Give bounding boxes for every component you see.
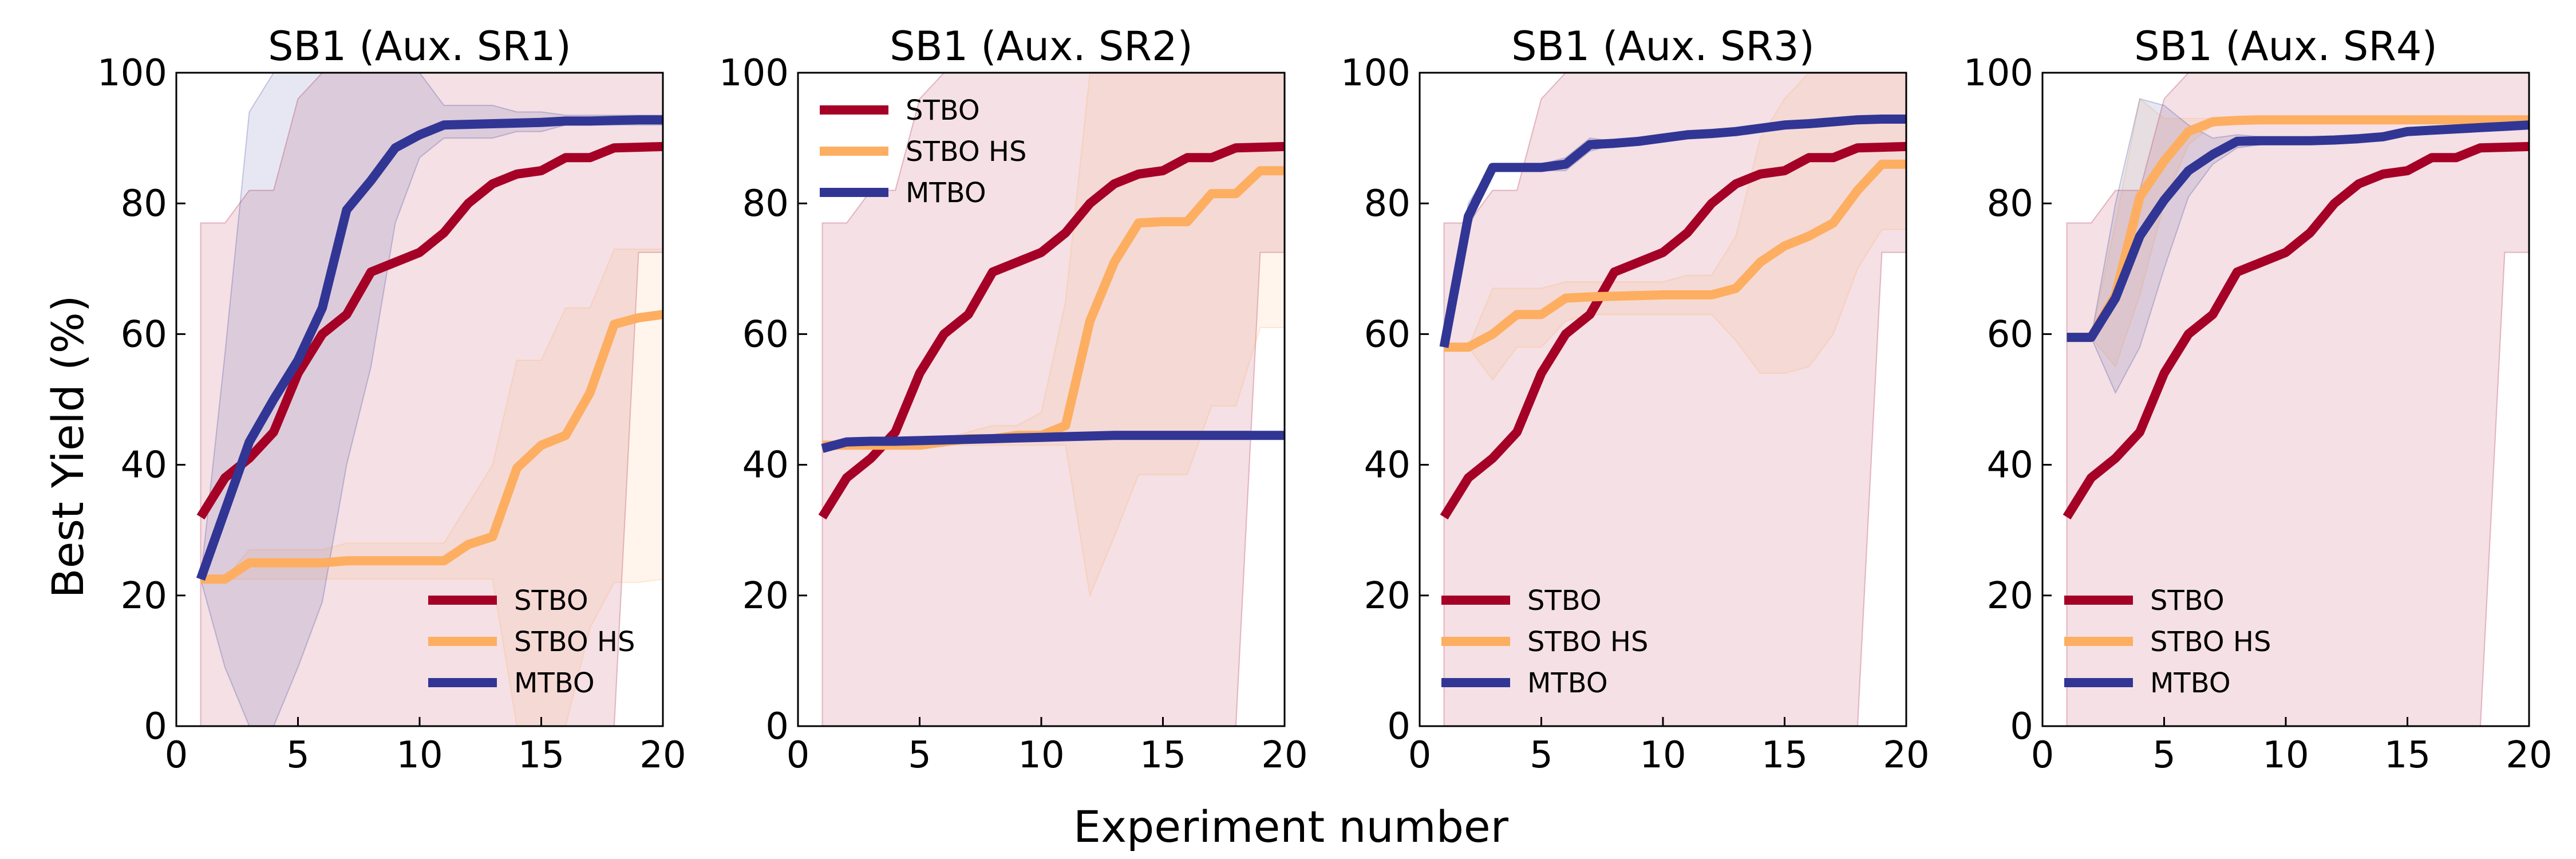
y-tick-label: 40: [1364, 444, 1411, 487]
x-tick-label: 15: [518, 734, 564, 777]
legend-label: STBO: [906, 94, 980, 127]
y-tick-label: 100: [1341, 52, 1411, 94]
plot-area: [1439, 73, 1906, 726]
x-tick-label: 5: [1530, 734, 1553, 777]
x-tick-label: 20: [639, 734, 686, 777]
x-tick-label: 0: [165, 734, 188, 777]
series-line-stbo: [196, 141, 663, 520]
x-tick-label: 10: [1639, 734, 1686, 777]
series-line-mtbo: [196, 115, 663, 581]
x-tick-label: 10: [396, 734, 442, 777]
legend-label: STBO HS: [514, 626, 635, 658]
legend-label: MTBO: [2150, 667, 2231, 699]
x-tick-label: 0: [787, 734, 810, 777]
plot-area: [196, 73, 663, 726]
y-tick-label: 60: [1364, 313, 1411, 356]
x-tick-label: 10: [2262, 734, 2309, 777]
y-tick-label: 60: [742, 313, 789, 356]
series-line-stbo: [1440, 141, 1906, 520]
legend: STBO STBO HS MTBO: [2064, 585, 2271, 699]
y-tick-label: 80: [1987, 183, 2033, 225]
band-stbo-hs: [200, 249, 663, 726]
legend-label: STBO HS: [1527, 626, 1648, 658]
y-tick-label: 40: [1987, 444, 2033, 487]
y-tick-label: 100: [1963, 52, 2033, 94]
series-line-stbo-hs: [1444, 159, 1906, 352]
band-stbo: [2066, 73, 2529, 726]
x-tick-label: 0: [2031, 734, 2055, 777]
chart-title: SB1 (Aux. SR2): [890, 23, 1193, 70]
series-line-mtbo: [821, 431, 1285, 453]
band-stbo: [821, 73, 1285, 726]
y-tick-label: 40: [121, 444, 167, 487]
legend-label: STBO: [1527, 585, 1602, 617]
series-line-stbo: [2063, 141, 2529, 520]
chart-title: SB1 (Aux. SR3): [1511, 23, 1815, 70]
legend-label: MTBO: [514, 667, 595, 699]
y-tick-label: 100: [719, 52, 789, 94]
legend: STBO STBO HS MTBO: [428, 585, 635, 699]
y-tick-label: 20: [1364, 575, 1411, 617]
legend-label: MTBO: [1527, 667, 1608, 699]
y-tick-label: 0: [144, 706, 167, 748]
series-line-stbo: [818, 141, 1285, 520]
series-line-mtbo: [1439, 115, 1906, 348]
plot-area: [818, 73, 1285, 726]
figure-ylabel: Best Yield (%): [42, 295, 93, 598]
x-tick-label: 20: [2506, 734, 2552, 777]
chart-title: SB1 (Aux. SR1): [268, 23, 571, 70]
x-tick-label: 10: [1018, 734, 1064, 777]
figure-xlabel: Experiment number: [1073, 801, 1509, 852]
x-tick-label: 20: [1883, 734, 1929, 777]
y-tick-label: 80: [1364, 183, 1411, 225]
series-line-mtbo: [2067, 120, 2529, 342]
legend-label: STBO HS: [906, 136, 1026, 168]
legend: STBO STBO HS MTBO: [820, 94, 1026, 209]
y-tick-label: 0: [765, 706, 789, 748]
y-tick-label: 20: [742, 575, 789, 617]
y-tick-label: 0: [2010, 706, 2033, 748]
series-line-stbo-hs: [200, 310, 663, 584]
y-tick-label: 60: [121, 313, 167, 356]
x-tick-label: 20: [1261, 734, 1307, 777]
y-tick-label: 80: [121, 183, 167, 225]
x-tick-label: 5: [286, 734, 310, 777]
legend-label: MTBO: [906, 177, 986, 209]
x-tick-label: 15: [1140, 734, 1186, 777]
y-tick-label: 60: [1987, 313, 2033, 356]
x-tick-label: 15: [2384, 734, 2431, 777]
series-line-stbo-hs: [2067, 115, 2529, 342]
chart-title: SB1 (Aux. SR4): [2134, 23, 2437, 70]
legend: STBO STBO HS MTBO: [1441, 585, 1648, 699]
x-tick-label: 15: [1761, 734, 1808, 777]
y-tick-label: 20: [121, 575, 167, 617]
x-tick-label: 5: [2152, 734, 2176, 777]
x-tick-label: 5: [908, 734, 931, 777]
y-tick-label: 40: [742, 444, 789, 487]
plot-area: [2063, 73, 2529, 726]
legend-label: STBO: [514, 585, 588, 617]
y-tick-label: 100: [97, 52, 167, 94]
y-tick-label: 80: [742, 183, 789, 225]
legend-label: STBO HS: [2150, 626, 2271, 658]
band-stbo-hs: [822, 73, 1285, 598]
legend-label: STBO: [2150, 585, 2225, 617]
y-tick-label: 0: [1387, 706, 1411, 748]
y-tick-label: 20: [1987, 575, 2033, 617]
x-tick-label: 0: [1408, 734, 1432, 777]
band-stbo: [1443, 73, 1906, 726]
